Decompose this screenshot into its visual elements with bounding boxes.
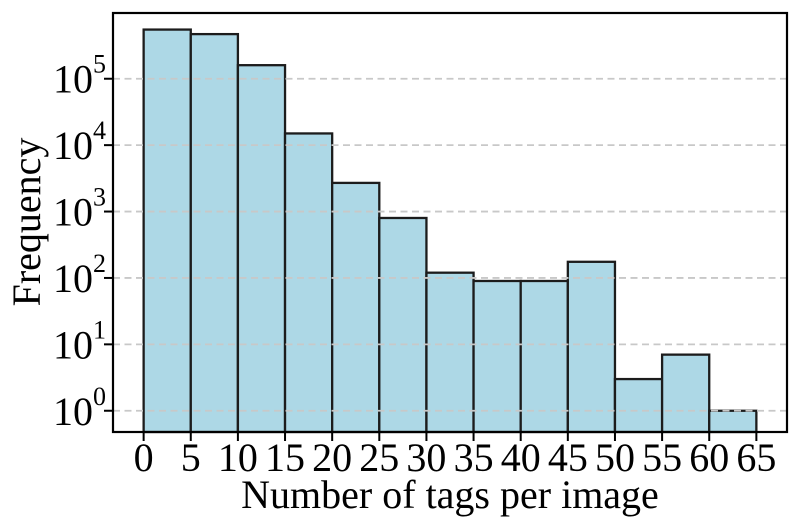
x-tick-label: 60 xyxy=(689,435,729,480)
x-tick-label: 65 xyxy=(736,435,776,480)
y-tick-label: 104 xyxy=(53,116,106,168)
x-tick-label: 5 xyxy=(181,435,201,480)
x-tick-label: 45 xyxy=(548,435,588,480)
x-tick-label: 15 xyxy=(265,435,305,480)
y-tick-label: 105 xyxy=(53,50,106,102)
x-tick-label: 30 xyxy=(406,435,446,480)
x-axis-label: Number of tags per image xyxy=(241,472,659,517)
y-tick-label: 100 xyxy=(53,382,106,434)
histogram-bar xyxy=(519,279,569,434)
plot-border xyxy=(111,11,789,434)
histogram-bar xyxy=(189,32,240,434)
x-tick-label: 20 xyxy=(312,435,352,480)
histogram-bar xyxy=(236,64,287,434)
y-tick-label: 101 xyxy=(53,315,106,367)
x-tick-label: 0 xyxy=(134,435,154,480)
histogram-bar xyxy=(331,181,381,434)
histogram-bar xyxy=(425,271,475,434)
histogram-bar xyxy=(566,260,617,434)
x-tick-label: 55 xyxy=(642,435,682,480)
y-axis-label: Frequency xyxy=(4,138,49,307)
histogram-bar xyxy=(283,132,334,434)
histogram-bar xyxy=(142,28,192,434)
histogram-bar xyxy=(378,216,428,434)
bars-layer xyxy=(142,28,758,434)
x-axis-ticks: 0 5 10 15 20 25 30 35 40 45 50 55 60 65 xyxy=(134,432,776,480)
histogram-bar xyxy=(708,409,758,434)
histogram-bar xyxy=(613,377,664,434)
x-tick-label: 10 xyxy=(218,435,258,480)
y-axis-ticks: 100 101 102 103 104 105 xyxy=(53,50,113,434)
x-tick-label: 50 xyxy=(595,435,635,480)
grid-layer xyxy=(113,77,787,412)
x-tick-label: 25 xyxy=(359,435,399,480)
histogram-bar xyxy=(472,279,522,434)
x-tick-label: 35 xyxy=(454,435,494,480)
x-tick-label: 40 xyxy=(501,435,541,480)
histogram-bar xyxy=(660,353,711,434)
y-tick-label: 103 xyxy=(53,183,106,235)
y-tick-label: 102 xyxy=(53,249,106,301)
